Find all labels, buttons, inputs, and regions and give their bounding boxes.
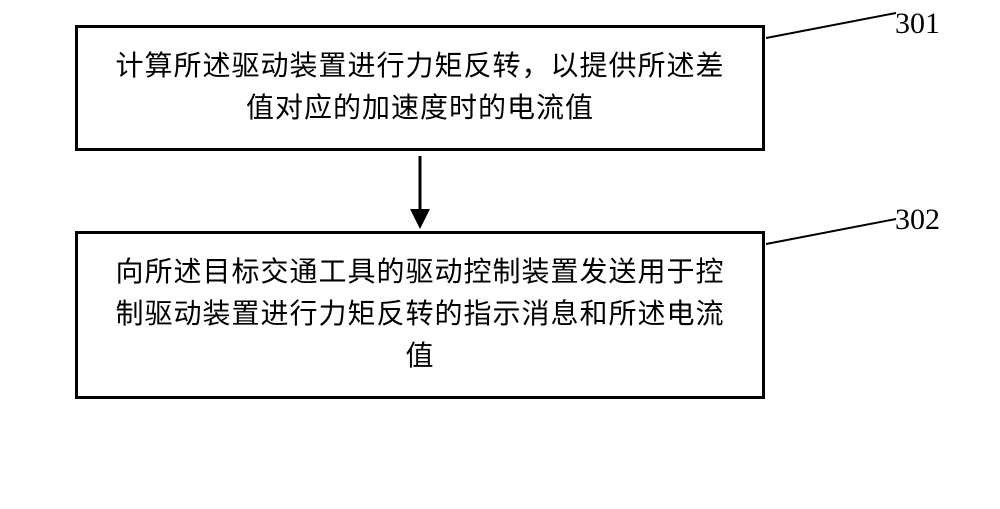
arrow-down-icon [400,151,440,231]
step-text-302: 向所述目标交通工具的驱动控制装置发送用于控制驱动装置进行力矩反转的指示消息和所述… [108,252,732,378]
step-label-302: 302 [895,203,940,237]
step-box-301: 计算所述驱动装置进行力矩反转，以提供所述差值对应的加速度时的电流值 [75,25,765,151]
step-box-302: 向所述目标交通工具的驱动控制装置发送用于控制驱动装置进行力矩反转的指示消息和所述… [75,231,765,399]
arrow-connector [75,151,765,231]
flowchart-container: 计算所述驱动装置进行力矩反转，以提供所述差值对应的加速度时的电流值 301 向所… [75,25,925,399]
step-text-301: 计算所述驱动装置进行力矩反转，以提供所述差值对应的加速度时的电流值 [108,46,732,130]
step-label-301: 301 [895,7,940,41]
